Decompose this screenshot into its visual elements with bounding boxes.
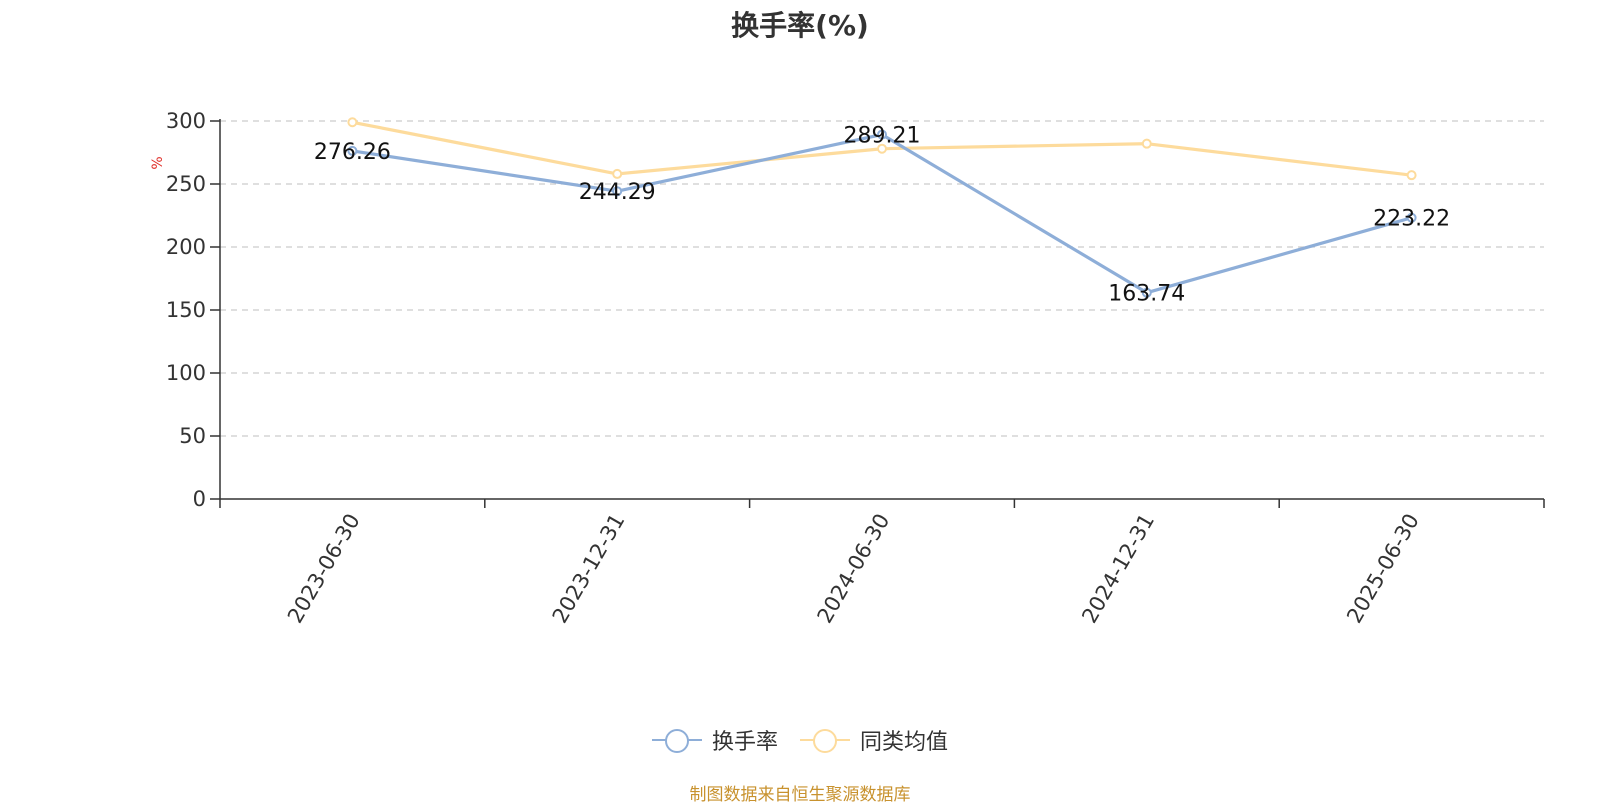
data-point (612, 186, 623, 197)
data-point (877, 129, 887, 140)
series-layer (347, 117, 1417, 298)
data-label: 289.21 (844, 124, 921, 149)
legend-marker-peer-average (800, 728, 850, 753)
data-point (612, 168, 623, 179)
source-note: 制图数据来自恒生聚源数据库 (689, 785, 911, 805)
x-tick-label: 2023-12-31 (548, 510, 630, 628)
y-tick-label: 50 (179, 424, 206, 448)
data-labels: 276.26 244.29 289.21 163.74 223.22 (314, 124, 1450, 307)
y-tick-label: 250 (166, 172, 206, 196)
x-tick-label: 2024-12-31 (1077, 510, 1159, 628)
legend-label-turnover: 换手率 (711, 730, 778, 755)
data-point (1141, 287, 1152, 298)
data-point (1406, 170, 1417, 181)
data-point (877, 143, 887, 154)
grid-lines (220, 120, 1544, 437)
y-tick-label: 150 (166, 298, 206, 322)
y-tick-label: 0 (193, 487, 206, 511)
y-tick-label: 100 (166, 361, 206, 385)
axes: 0 50 100 150 200 250 300% 2023-06-30 2023-12-31 2… (150, 109, 1545, 628)
x-tick-label: 2025-06-30 (1342, 510, 1424, 628)
y-tick-label: 200 (166, 235, 206, 259)
legend-marker-turnover (651, 728, 702, 753)
legend-label-peer-average: 同类均值 (860, 730, 949, 755)
data-label: 163.74 (1108, 282, 1185, 307)
data-point (1141, 138, 1152, 149)
data-point (1406, 212, 1417, 223)
chart-title: 换手率(%) (731, 9, 869, 42)
data-label: 244.29 (579, 180, 656, 205)
data-label: 276.26 (314, 140, 391, 165)
data-point (347, 145, 358, 156)
legend-item-turnover[interactable]: 换手率 (651, 724, 778, 756)
data-point (347, 117, 358, 128)
data-label: 223.22 (1373, 207, 1450, 232)
legend-item-peer-average[interactable]: 同类均值 (800, 724, 948, 756)
series-line-0 (352, 132, 1413, 295)
x-tick-label: 2024-06-30 (813, 510, 895, 628)
x-tick-label: 2023-06-30 (283, 510, 365, 628)
y-axis-title: % (150, 156, 166, 169)
legend: 换手率 同类均值 (0, 724, 1600, 756)
y-tick-label: 300 (166, 109, 206, 133)
